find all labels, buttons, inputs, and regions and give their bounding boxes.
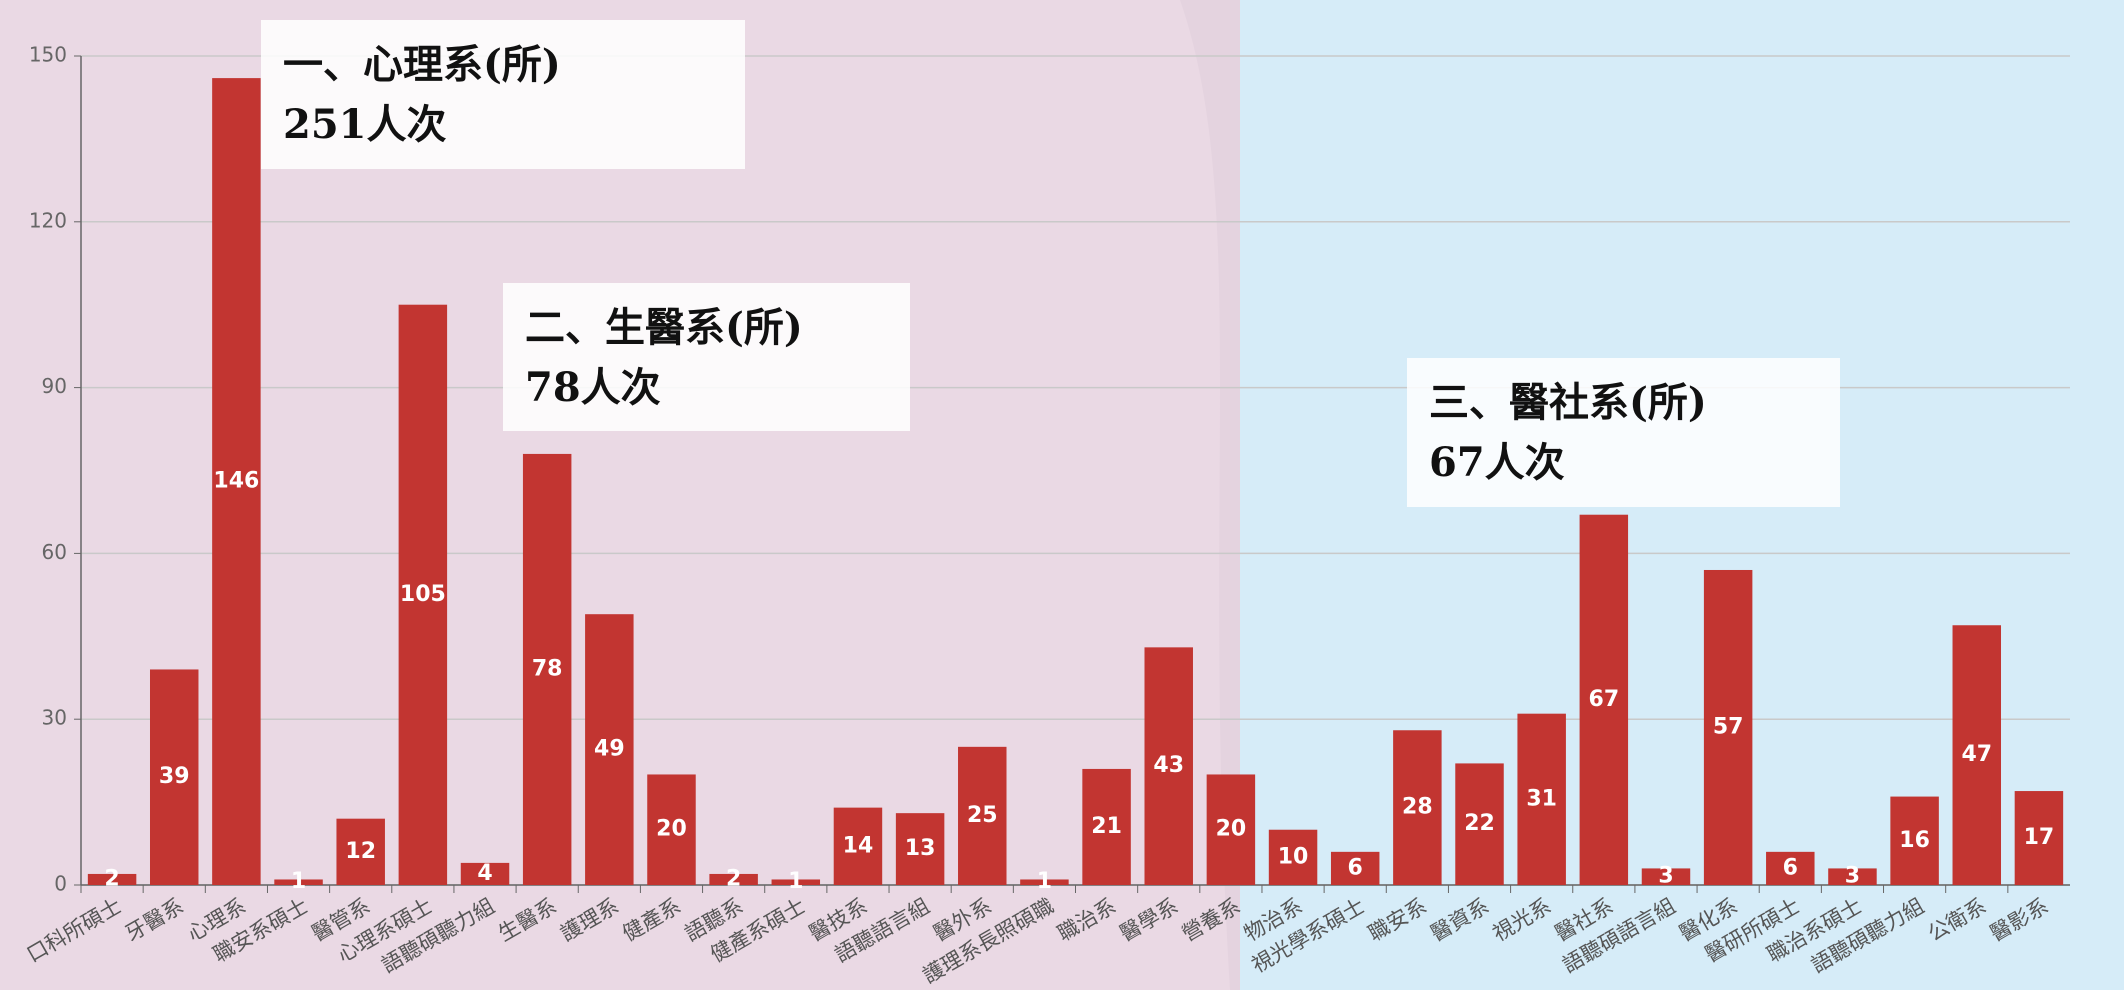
annotation-text: 78人次	[525, 364, 661, 411]
value-label: 49	[594, 737, 625, 762]
value-label: 13	[905, 836, 936, 861]
bar	[1330, 851, 1380, 885]
annotation-text: 67人次	[1429, 439, 1565, 486]
value-label: 22	[1464, 811, 1495, 836]
value-label: 14	[843, 833, 874, 858]
bar	[1144, 647, 1193, 885]
annotation-title: 一、心理系(所)	[283, 41, 561, 88]
value-label: 1	[788, 869, 803, 894]
bar	[87, 873, 137, 885]
bar	[709, 873, 758, 885]
bar	[2014, 791, 2064, 885]
value-label: 43	[1153, 753, 1184, 778]
bar	[958, 746, 1007, 885]
bar	[398, 304, 448, 885]
value-label: 67	[1589, 687, 1620, 712]
bar	[1020, 879, 1069, 885]
value-label: 1	[1037, 869, 1052, 894]
bar	[895, 813, 945, 885]
bar	[647, 774, 696, 885]
value-label: 25	[967, 803, 998, 828]
value-label: 17	[2024, 825, 2055, 850]
value-label: 47	[1961, 742, 1992, 767]
annotation-title: 二、生醫系(所)	[525, 304, 803, 351]
bar	[1082, 768, 1131, 885]
value-label: 20	[656, 817, 687, 842]
value-label: 2	[726, 866, 741, 891]
background-shape	[1180, 0, 1240, 990]
y-tick-label: 60	[42, 540, 67, 564]
bar	[1455, 763, 1504, 885]
y-tick-label: 30	[42, 706, 67, 730]
bar	[149, 669, 199, 885]
value-label: 2	[104, 866, 119, 891]
bar	[585, 614, 634, 885]
value-label: 31	[1526, 786, 1557, 811]
y-tick-label: 0	[54, 872, 67, 896]
value-label: 6	[1783, 855, 1798, 880]
annotation-title: 三、醫社系(所)	[1429, 379, 1707, 426]
value-label: 57	[1713, 714, 1744, 739]
bar	[1579, 514, 1629, 885]
annotation-box	[503, 283, 910, 431]
value-label: 146	[213, 469, 259, 494]
bar	[1206, 774, 1256, 885]
annotation-box	[1407, 358, 1840, 507]
bar	[833, 807, 883, 885]
bar	[771, 879, 821, 885]
value-label: 78	[532, 656, 563, 681]
value-label: 16	[1899, 828, 1930, 853]
annotation-text: 251人次	[283, 101, 447, 148]
bar	[1393, 730, 1442, 885]
bar	[212, 78, 261, 885]
value-label: 1	[291, 869, 306, 894]
bar	[1268, 829, 1318, 885]
bar	[274, 879, 323, 885]
value-label: 28	[1402, 795, 1433, 820]
value-label: 21	[1091, 814, 1122, 839]
y-tick-label: 120	[29, 208, 67, 232]
value-label: 20	[1216, 817, 1247, 842]
value-label: 12	[345, 839, 376, 864]
bar	[522, 453, 572, 885]
bar	[1890, 796, 1939, 885]
bar	[336, 818, 385, 885]
value-label: 10	[1278, 844, 1309, 869]
bar	[1703, 569, 1753, 885]
bar	[1517, 713, 1566, 885]
value-label: 6	[1348, 855, 1363, 880]
value-label: 105	[400, 582, 446, 607]
value-label: 39	[159, 764, 190, 789]
value-label: 4	[477, 861, 492, 886]
annotation-box	[261, 20, 745, 169]
bar	[1641, 868, 1691, 885]
value-label: 3	[1845, 864, 1860, 889]
value-label: 3	[1658, 864, 1673, 889]
bar	[1828, 868, 1877, 885]
y-tick-label: 150	[29, 43, 67, 67]
bar	[460, 862, 510, 885]
bar	[1766, 851, 1815, 885]
y-tick-label: 90	[42, 374, 67, 398]
bar	[1952, 625, 2002, 885]
